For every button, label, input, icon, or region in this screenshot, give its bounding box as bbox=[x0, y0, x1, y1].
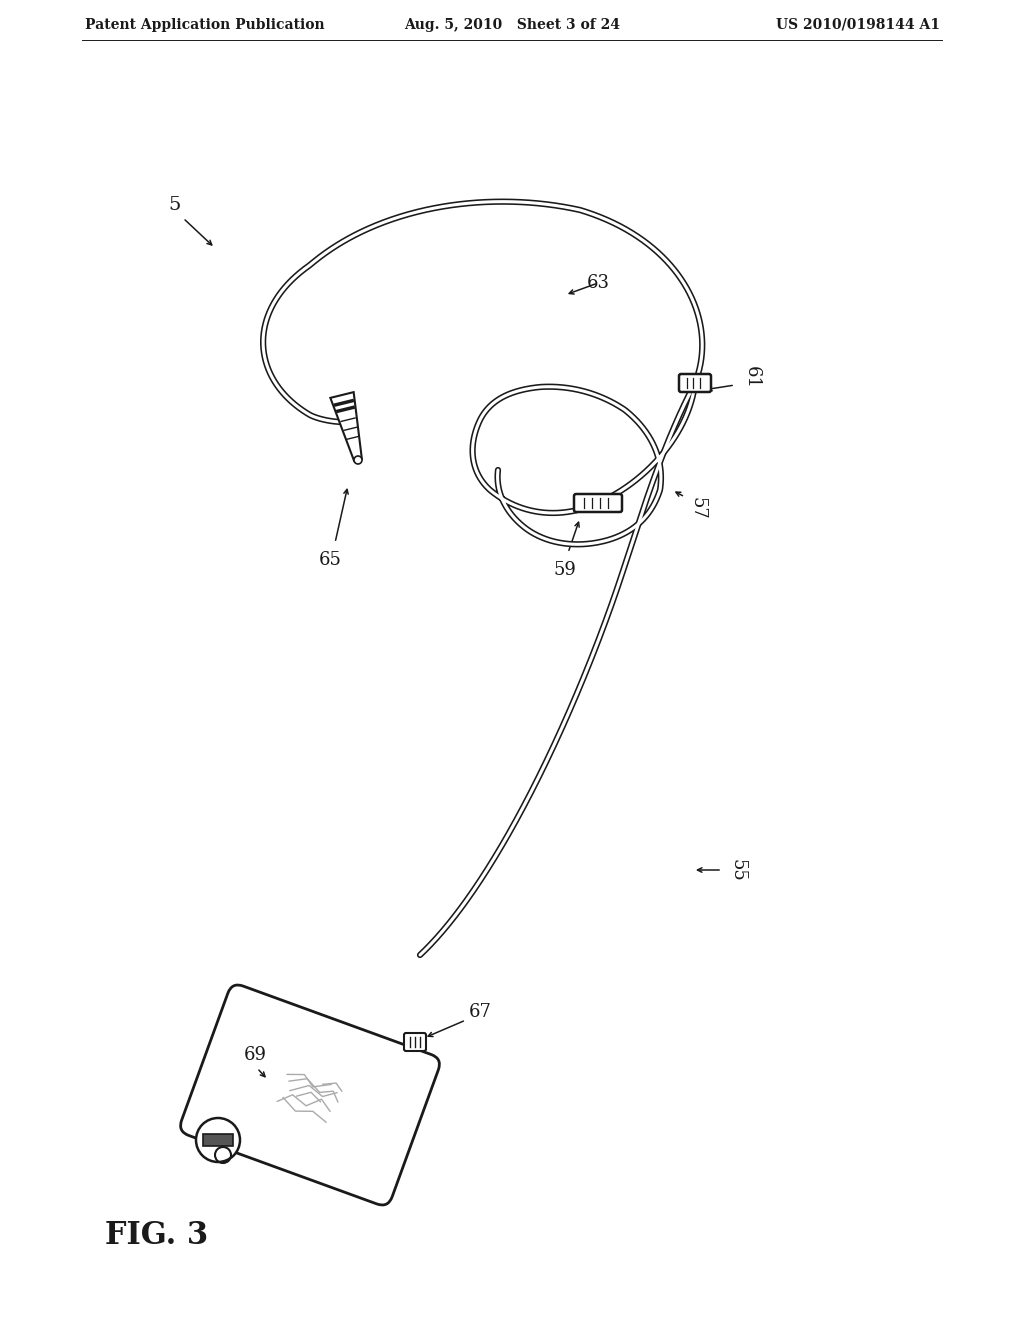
Text: Patent Application Publication: Patent Application Publication bbox=[85, 18, 325, 32]
Text: Aug. 5, 2010   Sheet 3 of 24: Aug. 5, 2010 Sheet 3 of 24 bbox=[404, 18, 620, 32]
Text: 65: 65 bbox=[318, 550, 341, 569]
FancyBboxPatch shape bbox=[404, 1034, 426, 1051]
Circle shape bbox=[196, 1118, 240, 1162]
Text: 5: 5 bbox=[169, 195, 181, 214]
Text: 57: 57 bbox=[689, 496, 707, 519]
Text: 59: 59 bbox=[554, 561, 577, 579]
FancyBboxPatch shape bbox=[180, 985, 439, 1205]
Text: FIG. 3: FIG. 3 bbox=[105, 1220, 208, 1250]
Text: 61: 61 bbox=[743, 367, 761, 389]
Polygon shape bbox=[331, 392, 361, 461]
Text: 69: 69 bbox=[244, 1045, 266, 1064]
Circle shape bbox=[354, 455, 362, 465]
Text: US 2010/0198144 A1: US 2010/0198144 A1 bbox=[776, 18, 940, 32]
Text: 55: 55 bbox=[729, 858, 746, 882]
FancyBboxPatch shape bbox=[574, 494, 622, 512]
Text: 67: 67 bbox=[469, 1003, 492, 1020]
FancyBboxPatch shape bbox=[679, 374, 711, 392]
Text: 63: 63 bbox=[587, 275, 609, 292]
FancyBboxPatch shape bbox=[203, 1134, 233, 1146]
